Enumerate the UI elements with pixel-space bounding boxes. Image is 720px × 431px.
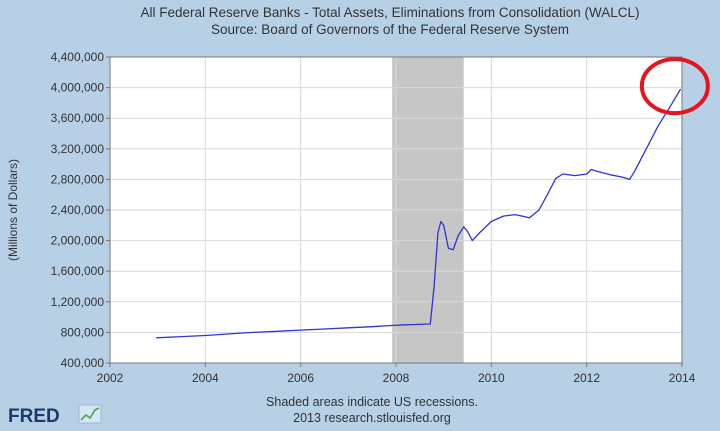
fred-logo-chart-icon xyxy=(78,404,102,424)
highlight-layer xyxy=(639,57,710,116)
y-tick-label: 800,000 xyxy=(61,325,105,339)
y-axis-ticks: 400,000 800,000 1,200,000 1,600,000 2,000,00… xyxy=(51,50,110,370)
y-axis-label: (Millions of Dollars) xyxy=(6,159,20,261)
chart-subtitle: Source: Board of Governors of the Federa… xyxy=(211,22,569,37)
y-tick-label: 4,400,000 xyxy=(51,50,105,64)
highlight-circle xyxy=(639,57,710,116)
fred-logo: FRED xyxy=(8,404,102,427)
source-note: 2013 research.stlouisfed.org xyxy=(293,411,451,425)
y-tick-label: 1,600,000 xyxy=(51,264,105,278)
y-tick-label: 2,400,000 xyxy=(51,203,105,217)
x-axis-ticks: 2002 2004 2006 2008 2010 2012 2014 xyxy=(97,363,696,385)
y-tick-label: 1,200,000 xyxy=(51,295,105,309)
series-layer xyxy=(156,88,682,339)
x-tick-label: 2002 xyxy=(97,371,124,385)
fred-logo-text: FRED xyxy=(8,406,60,427)
x-tick-label: 2014 xyxy=(669,371,696,385)
y-tick-label: 2,800,000 xyxy=(51,172,105,186)
x-tick-label: 2010 xyxy=(478,371,505,385)
recession-note: Shaded areas indicate US recessions. xyxy=(266,395,478,409)
series-line-0 xyxy=(156,88,682,339)
x-tick-label: 2012 xyxy=(573,371,600,385)
y-tick-label: 2,000,000 xyxy=(51,234,105,248)
x-tick-label: 2008 xyxy=(383,371,410,385)
y-tick-label: 3,200,000 xyxy=(51,142,105,156)
y-tick-label: 3,600,000 xyxy=(51,111,105,125)
x-tick-label: 2004 xyxy=(192,371,219,385)
y-tick-label: 400,000 xyxy=(61,356,105,370)
chart-title: All Federal Reserve Banks - Total Assets… xyxy=(141,5,640,20)
x-tick-label: 2006 xyxy=(287,371,314,385)
y-tick-label: 4,000,000 xyxy=(51,81,105,95)
